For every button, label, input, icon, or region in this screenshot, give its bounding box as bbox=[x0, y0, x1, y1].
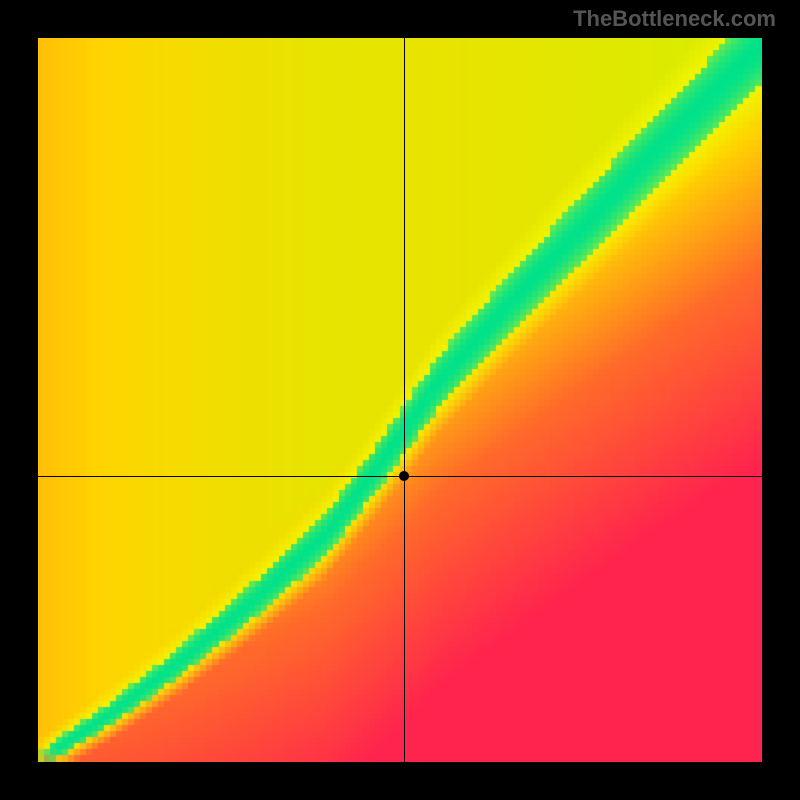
bottleneck-heatmap bbox=[38, 38, 762, 762]
heatmap-canvas bbox=[38, 38, 762, 762]
crosshair-marker bbox=[399, 471, 409, 481]
crosshair-vertical bbox=[404, 38, 405, 762]
watermark-text: TheBottleneck.com bbox=[573, 6, 776, 32]
